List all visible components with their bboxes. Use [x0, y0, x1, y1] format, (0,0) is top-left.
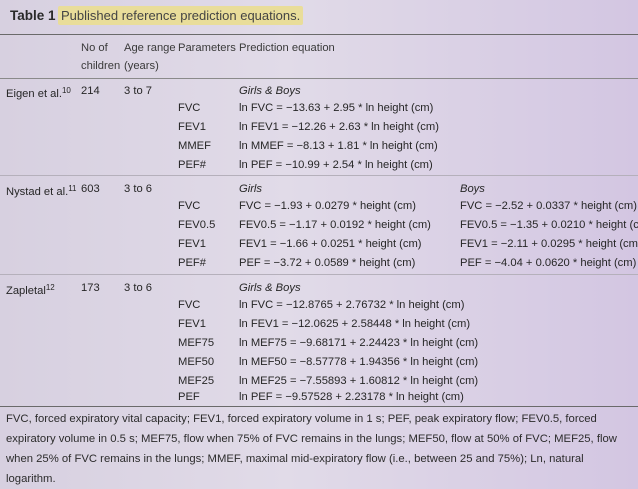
- section-divider: [0, 175, 638, 176]
- equation-cell: ln MMEF = −8.13 + 1.81 * ln height (cm): [239, 140, 438, 152]
- equation-cell: ln PEF = −10.99 + 2.54 * ln height (cm): [239, 159, 433, 171]
- equation-girls-cell: FEV0.5 = −1.17 + 0.0192 * height (cm): [239, 219, 431, 231]
- header-parameters: Parameters: [178, 42, 236, 54]
- nystad-age: 3 to 6: [124, 183, 152, 195]
- param-cell: MEF25: [178, 375, 215, 387]
- header-age-range-1: Age range: [124, 42, 176, 54]
- param-cell: FVC: [178, 200, 201, 212]
- nystad-n: 603: [81, 183, 100, 195]
- equation-cell: ln FVC = −12.8765 + 2.76732 * ln height …: [239, 299, 465, 311]
- header-rule: [0, 78, 638, 79]
- zapletal-group: Girls & Boys: [239, 282, 301, 294]
- param-cell: FEV1: [178, 238, 206, 250]
- equation-girls-cell: FEV1 = −1.66 + 0.0251 * height (cm): [239, 238, 422, 250]
- param-cell: FEV0.5: [178, 219, 216, 231]
- equation-boys-cell: FEV1 = −2.11 + 0.0295 * height (cm): [460, 238, 638, 250]
- param-cell: FEV1: [178, 121, 206, 133]
- equation-boys-cell: FVC = −2.52 + 0.0337 * height (cm): [460, 200, 637, 212]
- eigen-group: Girls & Boys: [239, 85, 301, 97]
- nystad-group-boys: Boys: [460, 183, 485, 195]
- param-cell: MEF50: [178, 356, 215, 368]
- equation-girls-cell: PEF = −3.72 + 0.0589 * height (cm): [239, 257, 416, 269]
- param-cell: PEF: [178, 391, 200, 403]
- equation-cell: ln PEF = −9.57528 + 2.23178 * ln height …: [239, 391, 464, 403]
- study-zapletal: Zapletal12: [6, 283, 55, 297]
- param-cell: PEF#: [178, 257, 206, 269]
- param-cell: FVC: [178, 102, 201, 114]
- eigen-age: 3 to 7: [124, 85, 152, 97]
- equation-cell: ln FEV1 = −12.26 + 2.63 * ln height (cm): [239, 121, 439, 133]
- zapletal-age: 3 to 6: [124, 282, 152, 294]
- equation-cell: ln MEF50 = −8.57778 + 1.94356 * ln heigh…: [239, 356, 479, 368]
- param-cell: MMEF: [178, 140, 211, 152]
- param-cell: FEV1: [178, 318, 206, 330]
- zapletal-n: 173: [81, 282, 100, 294]
- param-cell: PEF#: [178, 159, 206, 171]
- equation-cell: ln FVC = −13.63 + 2.95 * ln height (cm): [239, 102, 434, 114]
- equation-boys-cell: FEV0.5 = −1.35 + 0.0210 * height (cm): [460, 219, 638, 231]
- eigen-n: 214: [81, 85, 100, 97]
- header-no-children-1: No of: [81, 42, 108, 54]
- table-title-bar: Table 1 Published reference prediction e…: [0, 0, 638, 34]
- header-no-children-2: children: [81, 60, 121, 72]
- equation-boys-cell: PEF = −4.04 + 0.0620 * height (cm): [460, 257, 637, 269]
- header-age-range-2: (years): [124, 60, 159, 72]
- nystad-group-girls: Girls: [239, 183, 262, 195]
- section-divider: [0, 274, 638, 275]
- study-nystad: Nystad et al.11: [6, 184, 77, 198]
- equation-cell: ln MEF25 = −7.55893 + 1.60812 * ln heigh…: [239, 375, 479, 387]
- table-footnote: FVC, forced expiratory vital capacity; F…: [6, 413, 617, 485]
- param-cell: MEF75: [178, 337, 215, 349]
- top-rule: [0, 34, 638, 35]
- equation-girls-cell: FVC = −1.93 + 0.0279 * height (cm): [239, 200, 416, 212]
- equation-cell: ln FEV1 = −12.0625 + 2.58448 * ln height…: [239, 318, 471, 330]
- header-prediction-equation: Prediction equation: [239, 42, 335, 54]
- param-cell: FVC: [178, 299, 201, 311]
- table-label: Table 1: [10, 8, 56, 23]
- table-caption: Published reference prediction equations…: [58, 6, 304, 25]
- equation-cell: ln MEF75 = −9.68171 + 2.24423 * ln heigh…: [239, 337, 479, 349]
- bottom-rule: [0, 406, 638, 407]
- study-eigen: Eigen et al.10: [6, 86, 71, 100]
